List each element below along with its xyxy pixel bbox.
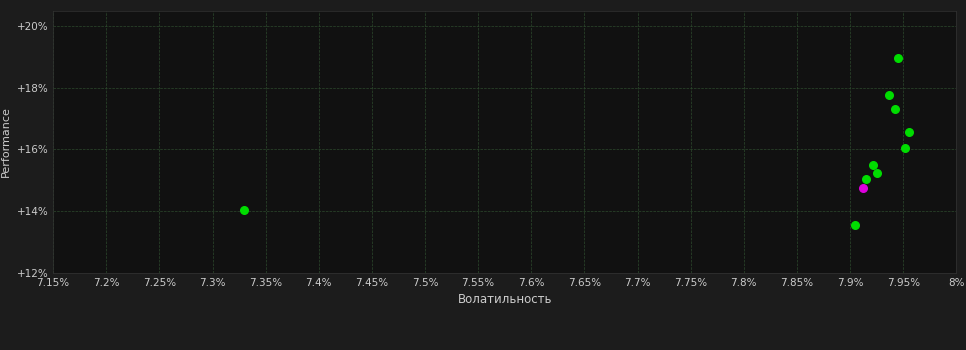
Point — [901, 130, 917, 135]
Point — [866, 162, 881, 168]
Point — [882, 93, 897, 98]
Y-axis label: Performance: Performance — [1, 106, 11, 177]
Point — [858, 176, 873, 182]
Point — [237, 207, 252, 212]
Point — [848, 222, 864, 228]
Point — [855, 185, 870, 191]
X-axis label: Волатильность: Волатильность — [458, 293, 552, 306]
Point — [891, 56, 906, 61]
Point — [897, 145, 913, 151]
Point — [868, 170, 884, 175]
Point — [887, 106, 902, 112]
